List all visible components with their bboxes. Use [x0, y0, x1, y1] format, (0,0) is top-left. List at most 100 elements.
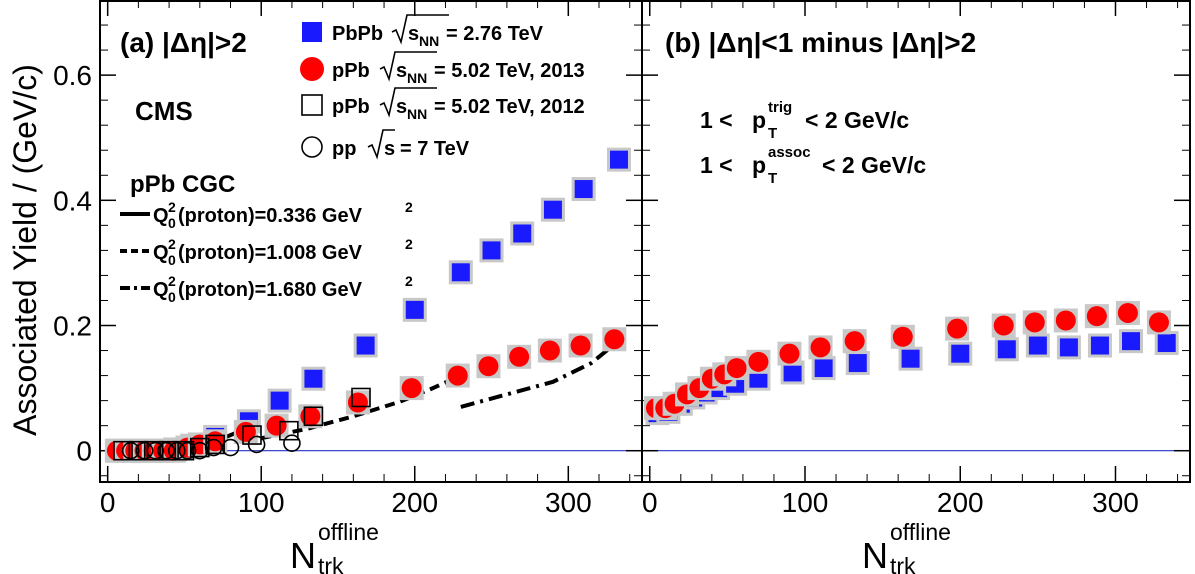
cut-var: p — [752, 107, 766, 133]
data-point-open-circle — [121, 441, 140, 460]
data-point-square — [574, 180, 593, 199]
legend-label: pPb — [332, 60, 370, 82]
data-point-square — [1059, 338, 1078, 357]
cgc-legend-q: Q — [153, 205, 169, 227]
legend-sqrt-subscript: NN — [407, 70, 427, 86]
data-point-circle — [993, 315, 1014, 336]
cut-sub: T — [768, 170, 777, 187]
x-axis-label-main: N — [862, 535, 888, 574]
data-point-open-square — [303, 406, 324, 427]
cgc-legend-q: Q — [153, 279, 169, 301]
data-point-open-circle — [135, 441, 154, 460]
x-axis-label-main: N — [290, 535, 316, 574]
cgc-legend-q-sub: 0 — [168, 252, 176, 268]
data-point-open-circle — [204, 438, 223, 457]
legend-marker-square — [302, 22, 322, 42]
legend-sqrt-subscript: NN — [407, 106, 427, 122]
cgc-legend-label: (proton)=1.008 GeV — [178, 242, 363, 264]
data-point-square — [749, 369, 768, 388]
data-point-open-circle — [178, 441, 197, 460]
legend-energy: = 7 TeV — [400, 138, 470, 160]
data-point-open-square — [113, 440, 133, 461]
sqrt-sign — [367, 129, 395, 160]
cgc-curve-dashdot — [460, 342, 616, 409]
data-point-square — [848, 354, 867, 373]
data-point-square — [901, 349, 920, 368]
data-point-open-square — [242, 425, 262, 445]
cgc-curve-dashed — [260, 373, 462, 441]
data-point-circle — [892, 326, 913, 347]
data-point-square — [1122, 332, 1141, 351]
data-point-circle — [1024, 312, 1045, 333]
data-point-circle — [604, 329, 625, 350]
data-point-circle — [1117, 302, 1138, 323]
y-tick-label: 0.2 — [53, 311, 92, 342]
data-point-square — [1090, 336, 1109, 355]
legend-label: PbPb — [332, 23, 383, 45]
legend-sqrt-symbol: s — [408, 23, 419, 45]
data-point-open-circle — [283, 434, 301, 452]
data-point-square — [405, 300, 424, 319]
data-point-circle — [1148, 312, 1169, 333]
data-point-square — [513, 224, 532, 243]
data-point-circle — [478, 356, 499, 377]
x-axis-label-sup: offline — [890, 519, 951, 545]
y-tick-label: 0 — [76, 436, 92, 467]
x-axis-label-sup: offline — [318, 519, 379, 545]
data-point-circle — [300, 406, 321, 427]
data-point-circle — [844, 331, 865, 352]
data-point-square — [543, 200, 562, 219]
x-tick-label: 300 — [545, 487, 592, 518]
data-point-open-circle — [146, 441, 165, 460]
x-tick-label: 100 — [782, 487, 829, 518]
cut-rhs: < 2 GeV/c — [822, 152, 926, 178]
cut-lhs: 1 < — [700, 152, 733, 178]
data-point-circle — [235, 421, 256, 442]
data-point-circle — [570, 335, 591, 356]
cut-rhs: < 2 GeV/c — [805, 107, 909, 133]
data-point-square — [304, 369, 323, 388]
cut-sub: T — [768, 125, 777, 142]
cgc-legend-unit-sup: 2 — [405, 273, 413, 289]
data-point-circle — [539, 340, 560, 361]
data-point-square — [270, 391, 289, 410]
data-point-circle — [779, 343, 800, 364]
cut-var: p — [752, 152, 766, 178]
data-point-circle — [266, 415, 287, 436]
data-point-square — [951, 344, 970, 363]
data-point-open-circle — [167, 441, 186, 460]
data-point-square — [1028, 336, 1047, 355]
x-axis-label-sub: trk — [890, 553, 916, 574]
legend-energy: = 5.02 TeV, 2013 — [434, 60, 585, 82]
x-tick-label: 0 — [100, 487, 116, 518]
x-tick-label: 300 — [1092, 487, 1139, 518]
plot-frame — [641, 0, 1191, 483]
cgc-title: pPb CGC — [130, 171, 235, 198]
data-point-square — [997, 340, 1016, 359]
cgc-legend-q-sup: 2 — [168, 273, 176, 289]
data-point-circle — [748, 351, 769, 372]
data-point-circle — [205, 431, 226, 452]
x-axis-label-b: N offline trk — [862, 519, 951, 574]
data-point-open-circle — [221, 438, 240, 457]
sqrt-sign — [379, 87, 437, 118]
data-point-square — [783, 363, 802, 382]
y-tick-label: 0.6 — [53, 60, 92, 91]
panel-b-title: (b) |Δη|<1 minus |Δη|>2 — [665, 27, 976, 58]
x-tick-label: 100 — [238, 487, 285, 518]
data-point-open-circle — [191, 441, 209, 460]
legend-label: pPb — [332, 96, 370, 118]
cgc-legend-q-sup: 2 — [168, 236, 176, 252]
cgc-legend-unit-sup: 2 — [405, 199, 413, 215]
data-point-open-square — [279, 420, 299, 441]
data-point-circle — [1086, 306, 1107, 327]
legend-energy: = 2.76 TeV — [446, 23, 544, 45]
data-point-open-square — [190, 437, 210, 458]
data-point-open-circle — [157, 441, 175, 460]
legend-marker-circle — [300, 57, 324, 81]
cut-sup: assoc — [768, 144, 811, 161]
